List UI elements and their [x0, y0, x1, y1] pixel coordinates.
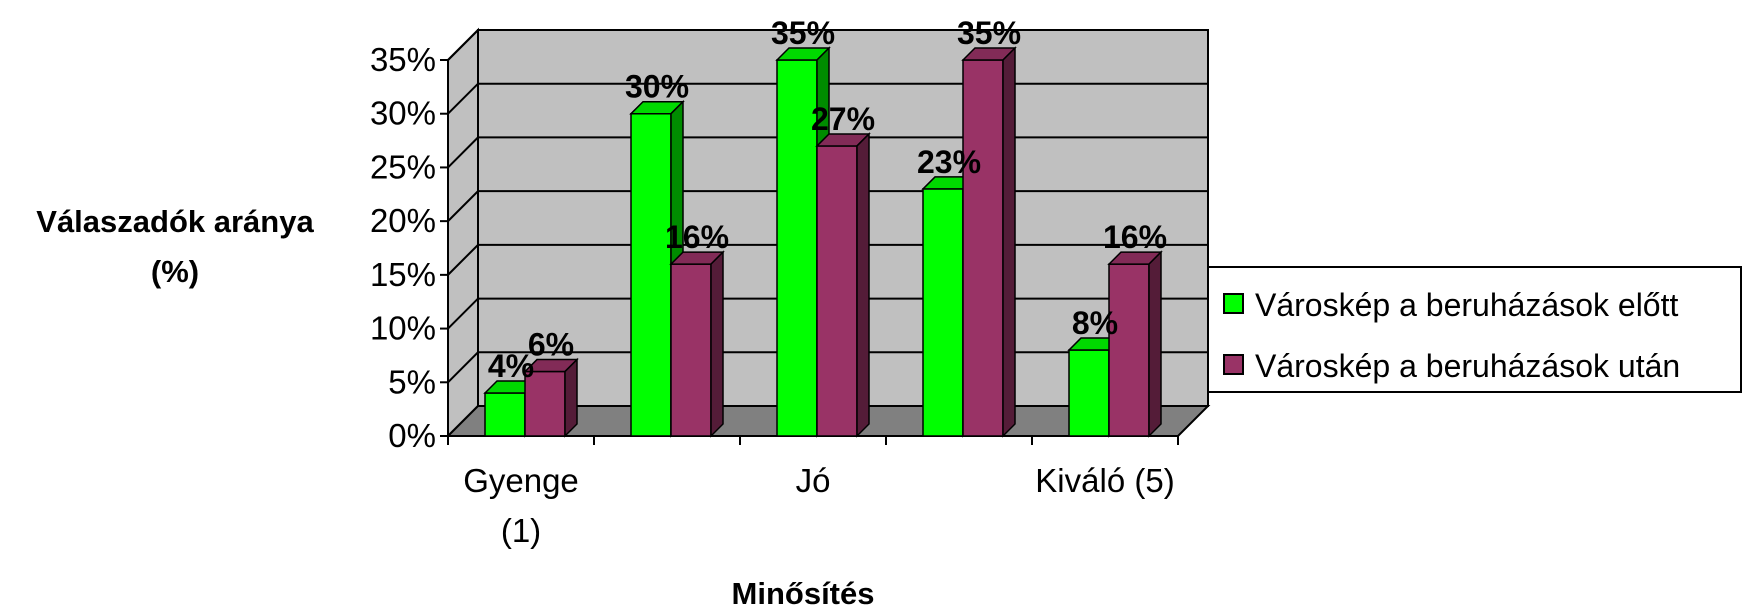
y-tick-label: 30% [370, 95, 436, 132]
bar-side [564, 357, 578, 438]
bar [962, 59, 1004, 437]
y-tick-label: 35% [370, 41, 436, 78]
y-tick-label: 20% [370, 202, 436, 239]
x-tick-label: Kiváló (5) [1035, 462, 1174, 499]
bar-side [856, 132, 870, 438]
data-label: 4% [488, 348, 534, 384]
y-axis-title: Válaszadók aránya [36, 204, 314, 239]
x-tick-label: Gyenge [463, 462, 579, 499]
data-label: 16% [1103, 219, 1167, 255]
bars [483, 46, 1163, 438]
legend: Városkép a beruházások előtt Városkép a … [1207, 266, 1742, 393]
data-label: 27% [811, 101, 875, 137]
bar [1068, 349, 1110, 437]
bar-side [1002, 46, 1016, 438]
y-tick-label: 25% [370, 148, 436, 185]
bar [484, 392, 526, 437]
bar [630, 112, 672, 437]
bar [816, 145, 858, 437]
y-tick-label: 5% [388, 363, 436, 400]
axis-text: 0% 5% 10% 15% 20% 25% 30% 35% Gyenge (1) Jó Kiváló … [36, 41, 1174, 611]
legend-label-after: Városkép a beruházások után [1255, 348, 1680, 384]
data-label: 16% [665, 219, 729, 255]
bar [776, 59, 818, 437]
bar-side [1148, 250, 1162, 438]
x-tick-label: (1) [501, 512, 541, 549]
x-tick-label: Jó [796, 462, 831, 499]
legend-swatch-after [1223, 354, 1244, 375]
data-label: 23% [917, 144, 981, 180]
bar-side [710, 250, 724, 438]
legend-label-before: Városkép a beruházások előtt [1255, 287, 1678, 323]
y-axis-title: (%) [151, 254, 199, 289]
x-axis-title: Minősítés [732, 576, 875, 611]
y-tick-label: 10% [370, 310, 436, 347]
y-tick-label: 15% [370, 256, 436, 293]
gridline [447, 29, 1208, 61]
bar [922, 188, 964, 437]
data-label: 30% [625, 69, 689, 105]
data-label: 8% [1072, 305, 1118, 341]
legend-box [1207, 266, 1742, 393]
legend-swatch-before [1223, 293, 1244, 314]
data-label: 6% [528, 327, 574, 363]
bar [670, 263, 712, 437]
data-labels: 4%6% 30% 16% 35% 27% 23% 35% 8% 16% [488, 15, 1167, 384]
y-tick-label: 0% [388, 417, 436, 454]
bar [1108, 263, 1150, 437]
data-label: 35% [771, 15, 835, 51]
data-label: 35% [957, 15, 1021, 51]
side-wall [447, 27, 479, 439]
